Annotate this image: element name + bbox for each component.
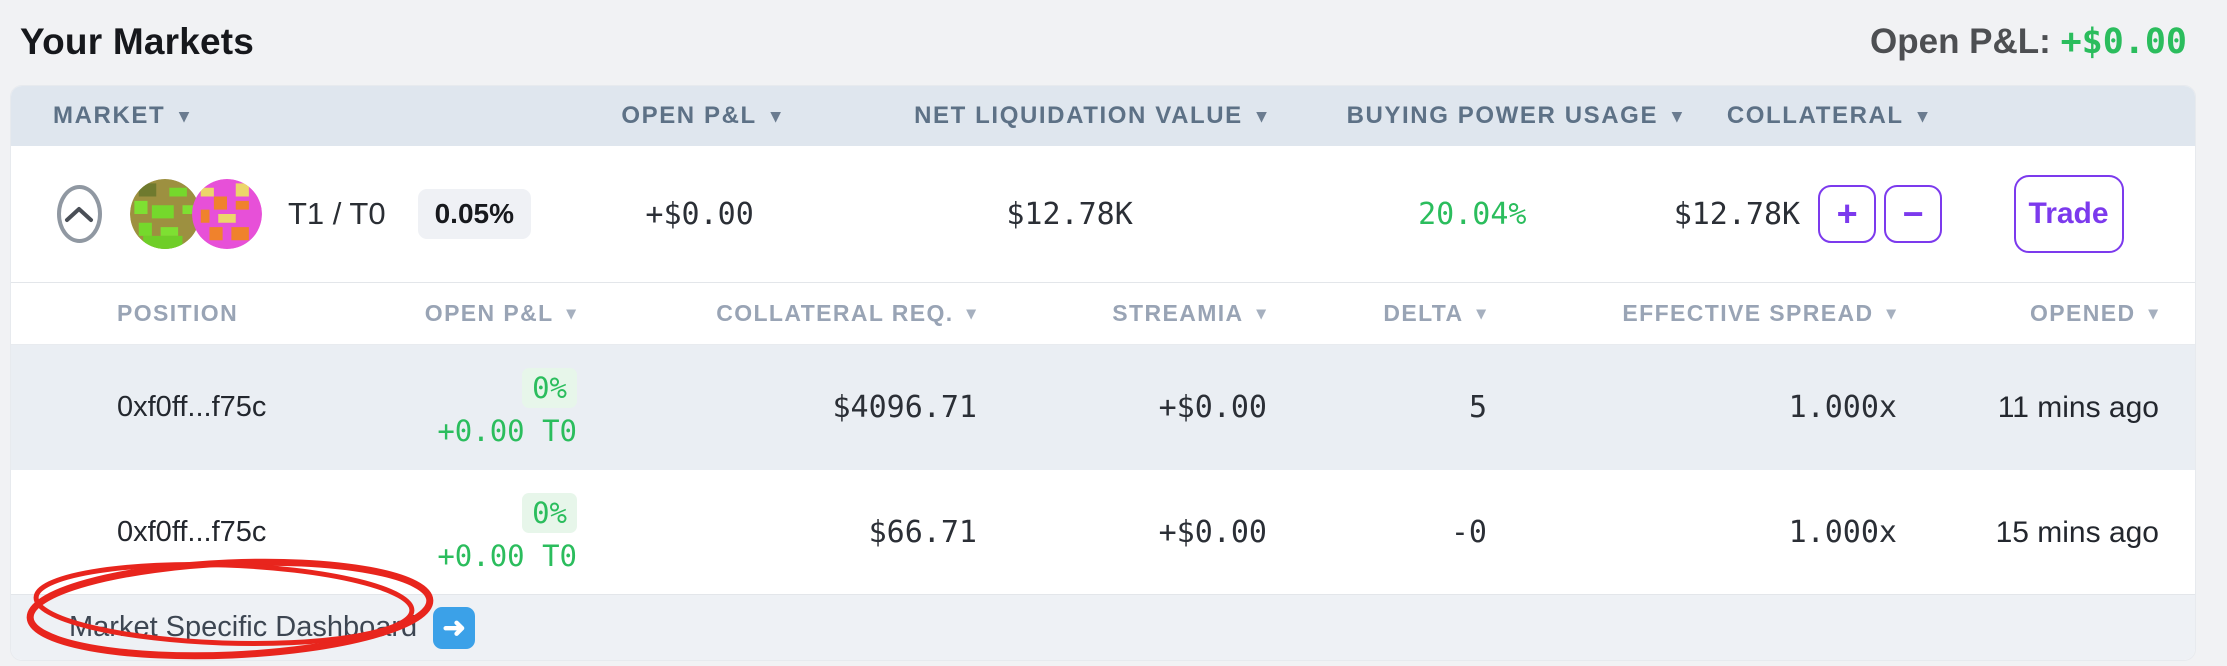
column-header-streamia[interactable]: STREAMIA ▾ (1112, 300, 1267, 326)
open-pnl-value: +$0.00 (2060, 22, 2187, 62)
position-address: 0xf0ff...f75c (117, 516, 267, 548)
column-header-collateral-req[interactable]: COLLATERAL REQ. ▾ (716, 300, 977, 326)
sort-arrow-icon: ▾ (770, 105, 782, 127)
token-icon-t0 (191, 179, 262, 249)
market-collateral-value: $12.78K (1673, 196, 1801, 232)
trade-button[interactable]: Trade (2013, 175, 2124, 253)
arrow-right-icon: ➜ (433, 606, 476, 649)
delta-value: -0 (1450, 515, 1487, 550)
collateral-req-value: $4096.71 (832, 390, 978, 425)
market-card-footer: Market Specific Dashboard ➜ (11, 594, 2195, 660)
chevron-up-icon (65, 207, 94, 222)
token-pair-icons (129, 179, 262, 249)
dashboard-link-label: Market Specific Dashboard (69, 611, 418, 643)
positions-table-header: POSITION OPEN P&L ▾ COLLATERAL REQ. ▾ ST… (11, 283, 2195, 345)
markets-card: MARKET ▾ OPEN P&L ▾ NET LIQUIDATION VALU… (10, 85, 2196, 661)
minus-icon: − (1902, 193, 1924, 234)
streamia-value: +$0.00 (1158, 390, 1267, 425)
market-table-header: MARKET ▾ OPEN P&L ▾ NET LIQUIDATION VALU… (11, 86, 2195, 146)
column-header-position: POSITION (117, 300, 239, 326)
position-row: 0xf0ff...f75c 0% +0.00 T0 $66.71 +$0.00 … (11, 470, 2195, 595)
column-header-buying-power-usage[interactable]: BUYING POWER USAGE ▾ (1346, 102, 1684, 129)
position-open-pnl: 0% +0.00 T0 (317, 492, 577, 573)
opened-value: 15 mins ago (1995, 515, 2159, 549)
column-header-delta[interactable]: DELTA ▾ (1383, 300, 1487, 326)
collapse-market-button[interactable] (57, 185, 102, 243)
market-identity: T1 / T0 0.05% (11, 179, 531, 249)
column-header-position-open-pnl[interactable]: OPEN P&L ▾ (424, 300, 577, 326)
add-collateral-button[interactable]: + (1818, 185, 1877, 243)
open-pnl-amount: +0.00 T0 (437, 413, 577, 448)
column-header-collateral[interactable]: COLLATERAL ▾ (1726, 102, 1929, 129)
opened-value: 11 mins ago (1997, 390, 2159, 424)
fee-tier-badge: 0.05% (417, 189, 531, 239)
page-title: Your Markets (20, 21, 255, 62)
collateral-req-value: $66.71 (868, 515, 977, 550)
streamia-value: +$0.00 (1158, 515, 1267, 550)
position-address: 0xf0ff...f75c (117, 391, 267, 423)
open-pnl-amount: +0.00 T0 (437, 538, 577, 573)
sort-arrow-icon: ▾ (1256, 105, 1268, 127)
remove-collateral-button[interactable]: − (1884, 185, 1943, 243)
open-pnl-label: Open P&L: (1870, 22, 2051, 61)
page-header: Your Markets Open P&L: +$0.00 (0, 0, 2227, 78)
delta-value: 5 (1468, 390, 1487, 425)
market-open-pnl-value: +$0.00 (645, 196, 754, 232)
sort-arrow-icon: ▾ (179, 105, 191, 127)
plus-icon: + (1836, 193, 1858, 234)
open-pnl-percent-badge: 0% (522, 367, 577, 408)
sort-arrow-icon: ▾ (1886, 303, 1897, 323)
column-header-open-pnl[interactable]: OPEN P&L ▾ (621, 102, 782, 129)
column-header-effective-spread[interactable]: EFFECTIVE SPREAD ▾ (1622, 300, 1897, 326)
token-icon-t1 (129, 179, 200, 249)
market-collateral-cell: $12.78K + − (1673, 185, 1943, 243)
sort-arrow-icon: ▾ (1256, 303, 1267, 323)
sort-arrow-icon: ▾ (966, 303, 977, 323)
market-pair-label: T1 / T0 (287, 196, 386, 231)
sort-arrow-icon: ▾ (1672, 105, 1684, 127)
column-header-market[interactable]: MARKET ▾ (53, 102, 191, 129)
column-header-opened[interactable]: OPENED ▾ (2030, 300, 2159, 326)
sort-arrow-icon: ▾ (566, 303, 577, 323)
market-buying-power-usage: 20.04% (1418, 196, 1527, 232)
column-header-net-liquidation-value[interactable]: NET LIQUIDATION VALUE ▾ (914, 102, 1268, 129)
market-specific-dashboard-link[interactable]: Market Specific Dashboard ➜ (69, 606, 476, 649)
effective-spread-value: 1.000x (1788, 390, 1897, 425)
position-open-pnl: 0% +0.00 T0 (317, 367, 577, 448)
open-pnl-percent-badge: 0% (522, 492, 577, 533)
effective-spread-value: 1.000x (1788, 515, 1897, 550)
sort-arrow-icon: ▾ (1476, 303, 1487, 323)
position-row: 0xf0ff...f75c 0% +0.00 T0 $4096.71 +$0.0… (11, 345, 2195, 470)
market-net-liquidation-value: $12.78K (1006, 196, 1133, 232)
market-row: T1 / T0 0.05% +$0.00 $12.78K 20.04% $12.… (11, 146, 2195, 283)
sort-arrow-icon: ▾ (1917, 105, 1929, 127)
total-open-pnl: Open P&L: +$0.00 (1870, 22, 2187, 62)
sort-arrow-icon: ▾ (2148, 303, 2159, 323)
